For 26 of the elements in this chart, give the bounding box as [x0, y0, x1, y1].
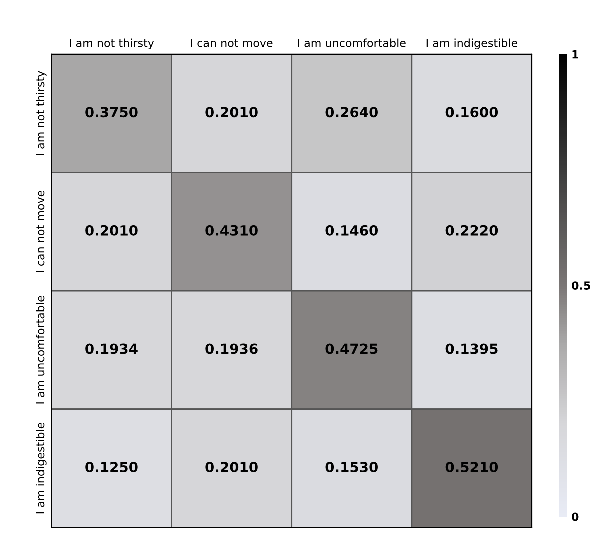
data-label: 0.2640: [326, 107, 378, 118]
data-label: 0.2220: [446, 225, 498, 236]
data-label: 0.1395: [446, 344, 498, 354]
y-tick-label: I am indigestible: [36, 422, 47, 514]
data-label: 0.4725: [326, 344, 378, 354]
data-label: 0.1936: [206, 344, 258, 354]
y-tick-label: I am uncomfortable: [36, 296, 45, 404]
data-label: 0.1250: [86, 462, 138, 473]
x-tick-label: I can not move: [191, 39, 273, 48]
data-label: 0.1530: [326, 462, 378, 473]
data-label: 0.1600: [446, 107, 498, 118]
data-label: 0.2010: [206, 107, 258, 118]
data-label: 0.5210: [446, 462, 498, 473]
color-bar-label: 1: [572, 50, 578, 59]
color-bar-label: 0: [572, 512, 579, 522]
data-label: 0.2010: [86, 225, 138, 236]
x-tick-label: I am not thirsty: [70, 38, 154, 50]
x-tick-label: I am uncomfortable: [298, 38, 406, 48]
color-bar-label: 0.5: [572, 282, 590, 290]
data-label: 0.1934: [86, 344, 138, 354]
x-tick-label: I am indigestible: [426, 38, 518, 50]
data-label: 0.2010: [206, 462, 258, 473]
data-label: 0.3750: [86, 107, 138, 118]
y-tick-label: I can not move: [36, 190, 45, 272]
data-label: 0.1460: [326, 225, 378, 236]
data-label: 0.4310: [206, 225, 258, 236]
